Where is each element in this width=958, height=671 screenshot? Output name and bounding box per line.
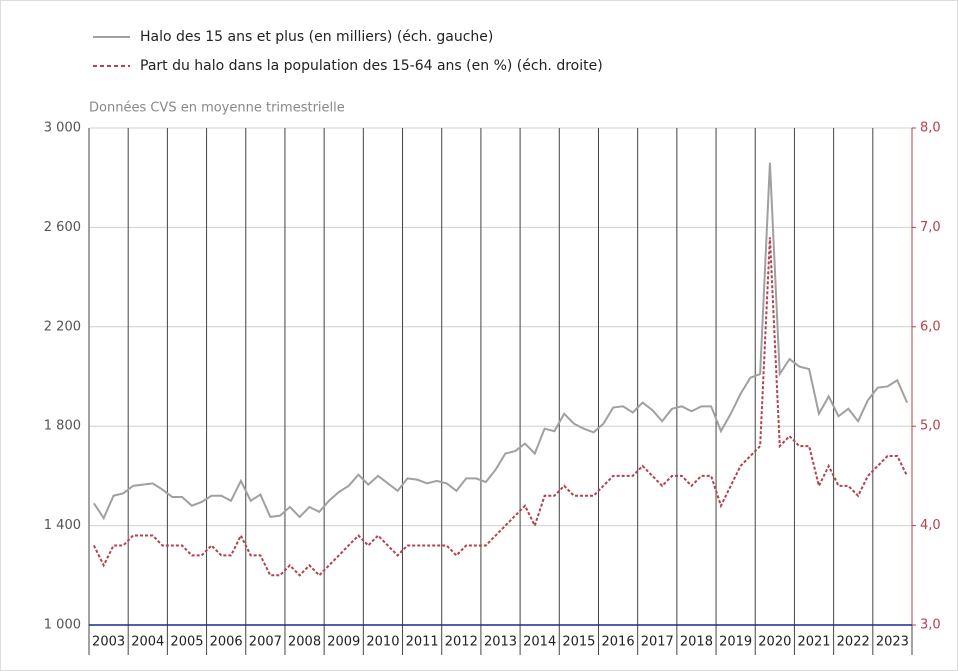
x-tick-label: 2006 [210, 635, 243, 650]
y-tick-label: 2 200 [44, 319, 81, 334]
series-line [93, 162, 909, 521]
x-tick-label: 2012 [445, 635, 478, 650]
x-tick-label: 2007 [249, 635, 282, 650]
y2-tick-label: 8,0 [920, 121, 941, 136]
y-tick-label: 1 400 [44, 518, 81, 533]
x-tick-label: 2010 [366, 635, 399, 650]
x-tick-label: 2004 [131, 635, 164, 650]
y-tick-label: 1 800 [44, 419, 81, 434]
y-tick-label: 2 600 [44, 220, 81, 235]
x-tick-label: 2009 [327, 635, 360, 650]
x-tick-label: 2013 [484, 635, 517, 650]
y-tick-label: 1 000 [44, 618, 81, 633]
x-tick-label: 2011 [406, 635, 439, 650]
x-tick-label: 2019 [719, 635, 752, 650]
x-tick-label: 2003 [92, 635, 125, 650]
legend-label: Part du halo dans la population des 15-6… [140, 58, 603, 74]
y2-tick-label: 7,0 [920, 220, 941, 235]
x-tick-label: 2017 [641, 635, 674, 650]
x-tick-label: 2020 [758, 635, 791, 650]
y2-tick-label: 5,0 [920, 419, 941, 434]
x-tick-label: 2015 [562, 635, 595, 650]
x-tick-label: 2016 [602, 635, 635, 650]
series-line [93, 237, 908, 577]
y2-tick-label: 3,0 [920, 618, 941, 633]
x-tick-label: 2023 [876, 635, 909, 650]
x-tick-label: 2022 [837, 635, 870, 650]
x-tick-label: 2005 [170, 635, 203, 650]
x-tick-label: 2008 [288, 635, 321, 650]
x-tick-label: 2018 [680, 635, 713, 650]
y2-tick-label: 6,0 [920, 319, 941, 334]
legend-label: Halo des 15 ans et plus (en milliers) (é… [140, 29, 493, 45]
y-tick-label: 3 000 [44, 121, 81, 136]
y2-tick-label: 4,0 [920, 518, 941, 533]
x-tick-label: 2021 [797, 635, 830, 650]
x-tick-label: 2014 [523, 635, 556, 650]
chart-subtitle: Données CVS en moyenne trimestrielle [89, 101, 345, 116]
